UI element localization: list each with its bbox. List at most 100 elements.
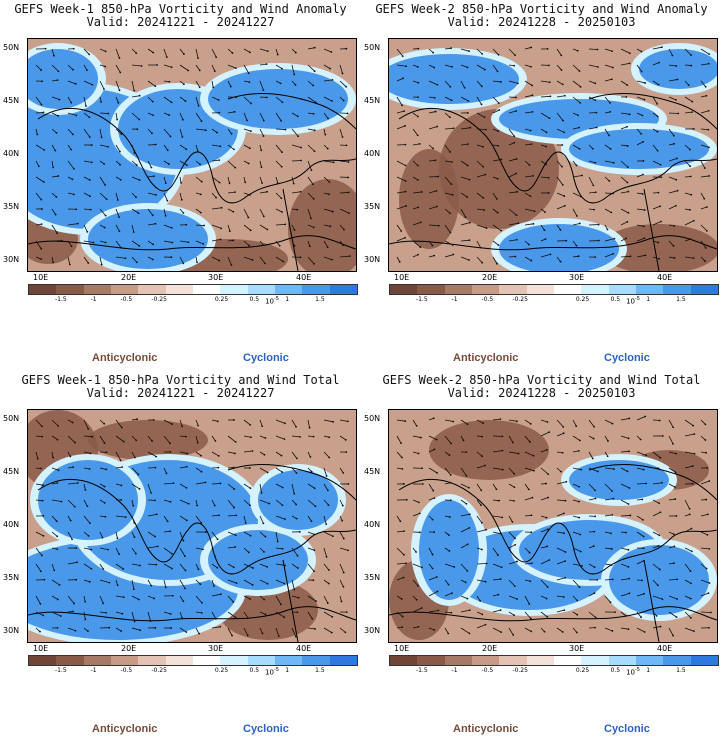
wind-vector: [275, 256, 284, 262]
wind-vector: [556, 128, 565, 133]
wind-vector: [275, 192, 282, 199]
wind-vector: [291, 467, 297, 474]
colorbar-swatch: [56, 656, 84, 665]
wind-vector: [291, 96, 302, 100]
wind-vector: [259, 112, 265, 121]
wind-vector: [588, 127, 597, 130]
wind-vector: [163, 96, 172, 103]
wind-vector: [211, 531, 218, 540]
wind-vector: [51, 482, 58, 485]
wind-vector: [115, 466, 123, 469]
wind-vector: [444, 627, 449, 634]
wind-vector: [243, 531, 251, 537]
wind-vector: [684, 144, 691, 150]
anticyclonic-label: Anticyclonic: [453, 352, 519, 364]
wind-vector: [476, 240, 481, 248]
wind-vector: [259, 48, 268, 52]
wind-vector: [35, 595, 41, 605]
wind-vector: [291, 595, 299, 599]
wind-vector: [179, 627, 187, 633]
wind-vector: [35, 627, 41, 632]
wind-vector: [99, 176, 106, 186]
wind-vector: [556, 224, 561, 231]
wind-vector: [195, 64, 201, 71]
wind-vector: [700, 95, 707, 98]
wind-vector: [508, 451, 519, 454]
anticyclonic-region: [288, 179, 356, 271]
wind-vector: [428, 240, 433, 246]
wind-vector: [35, 499, 43, 502]
wind-vector: [35, 64, 42, 71]
wind-vector: [652, 80, 659, 85]
wind-vector: [668, 48, 673, 56]
wind-vector: [83, 80, 93, 86]
wind-vector: [444, 127, 454, 130]
wind-vector: [668, 435, 674, 445]
wind-vector: [636, 451, 647, 456]
wind-vector: [508, 611, 515, 616]
wind-vector: [67, 64, 74, 71]
wind-vector: [668, 64, 677, 67]
wind-vector: [700, 144, 710, 148]
lon-label-10e: 10E: [394, 644, 410, 653]
wind-vector: [396, 419, 406, 422]
wind-vector: [556, 547, 566, 553]
wind-vector: [428, 576, 437, 581]
colorbar-tick-label: -0.5: [481, 296, 494, 303]
wind-vector: [51, 112, 59, 117]
wind-vector: [227, 160, 236, 168]
cyclonic-region: [569, 460, 669, 500]
wind-vector: [275, 144, 283, 153]
wind-vector: [556, 192, 565, 197]
wind-vector: [684, 111, 693, 114]
wind-vector: [339, 435, 346, 441]
wind-vector: [67, 256, 71, 265]
colorbar-swatch: [390, 285, 418, 294]
wind-vector: [227, 224, 231, 232]
wind-vector: [412, 254, 419, 258]
wind-vector: [588, 611, 597, 618]
wind-vector: [636, 467, 644, 471]
wind-vector: [540, 467, 549, 475]
wind-vector: [444, 563, 455, 568]
wind-vector: [163, 192, 168, 201]
wind-vector: [524, 435, 531, 443]
wind-vector: [684, 595, 691, 599]
wind-vector: [508, 128, 515, 137]
wind-vector: [572, 483, 580, 488]
wind-vector: [115, 579, 119, 586]
panel-valid-dates: Valid: 20241221 - 20241227: [86, 386, 275, 400]
wind-vector: [492, 80, 502, 83]
wind-vector: [652, 579, 659, 586]
wind-vector: [259, 191, 268, 194]
lon-label-40e: 40E: [657, 644, 673, 653]
colorbar-swatch: [581, 656, 609, 665]
lat-label-45n: 45N: [3, 467, 20, 476]
wind-vector: [396, 577, 404, 581]
wind-vector: [476, 563, 487, 565]
wind-vector: [83, 611, 86, 620]
wind-vector: [492, 224, 502, 231]
wind-vector: [179, 515, 187, 521]
wind-vector: [179, 256, 184, 264]
wind-vector: [227, 435, 236, 443]
wind-vector: [620, 238, 627, 242]
wind-vector: [179, 240, 189, 243]
wind-vector: [275, 48, 279, 55]
wind-vector: [131, 627, 141, 631]
wind-vector: [211, 207, 222, 210]
wind-vector: [572, 240, 577, 246]
wind-vector: [323, 531, 334, 537]
wind-vector: [636, 141, 644, 146]
lon-label-40e: 40E: [657, 273, 673, 282]
wind-vector: [131, 240, 140, 247]
colorbar-swatch: [663, 285, 691, 294]
wind-vector: [444, 482, 451, 485]
wind-vector: [572, 563, 583, 567]
wind-vector: [604, 483, 613, 492]
colorbar-tick-label: 1: [285, 667, 290, 674]
wind-vector: [524, 497, 533, 501]
wind-vector: [604, 627, 613, 632]
cyclonic-region: [88, 209, 208, 269]
wind-vector: [540, 95, 551, 98]
